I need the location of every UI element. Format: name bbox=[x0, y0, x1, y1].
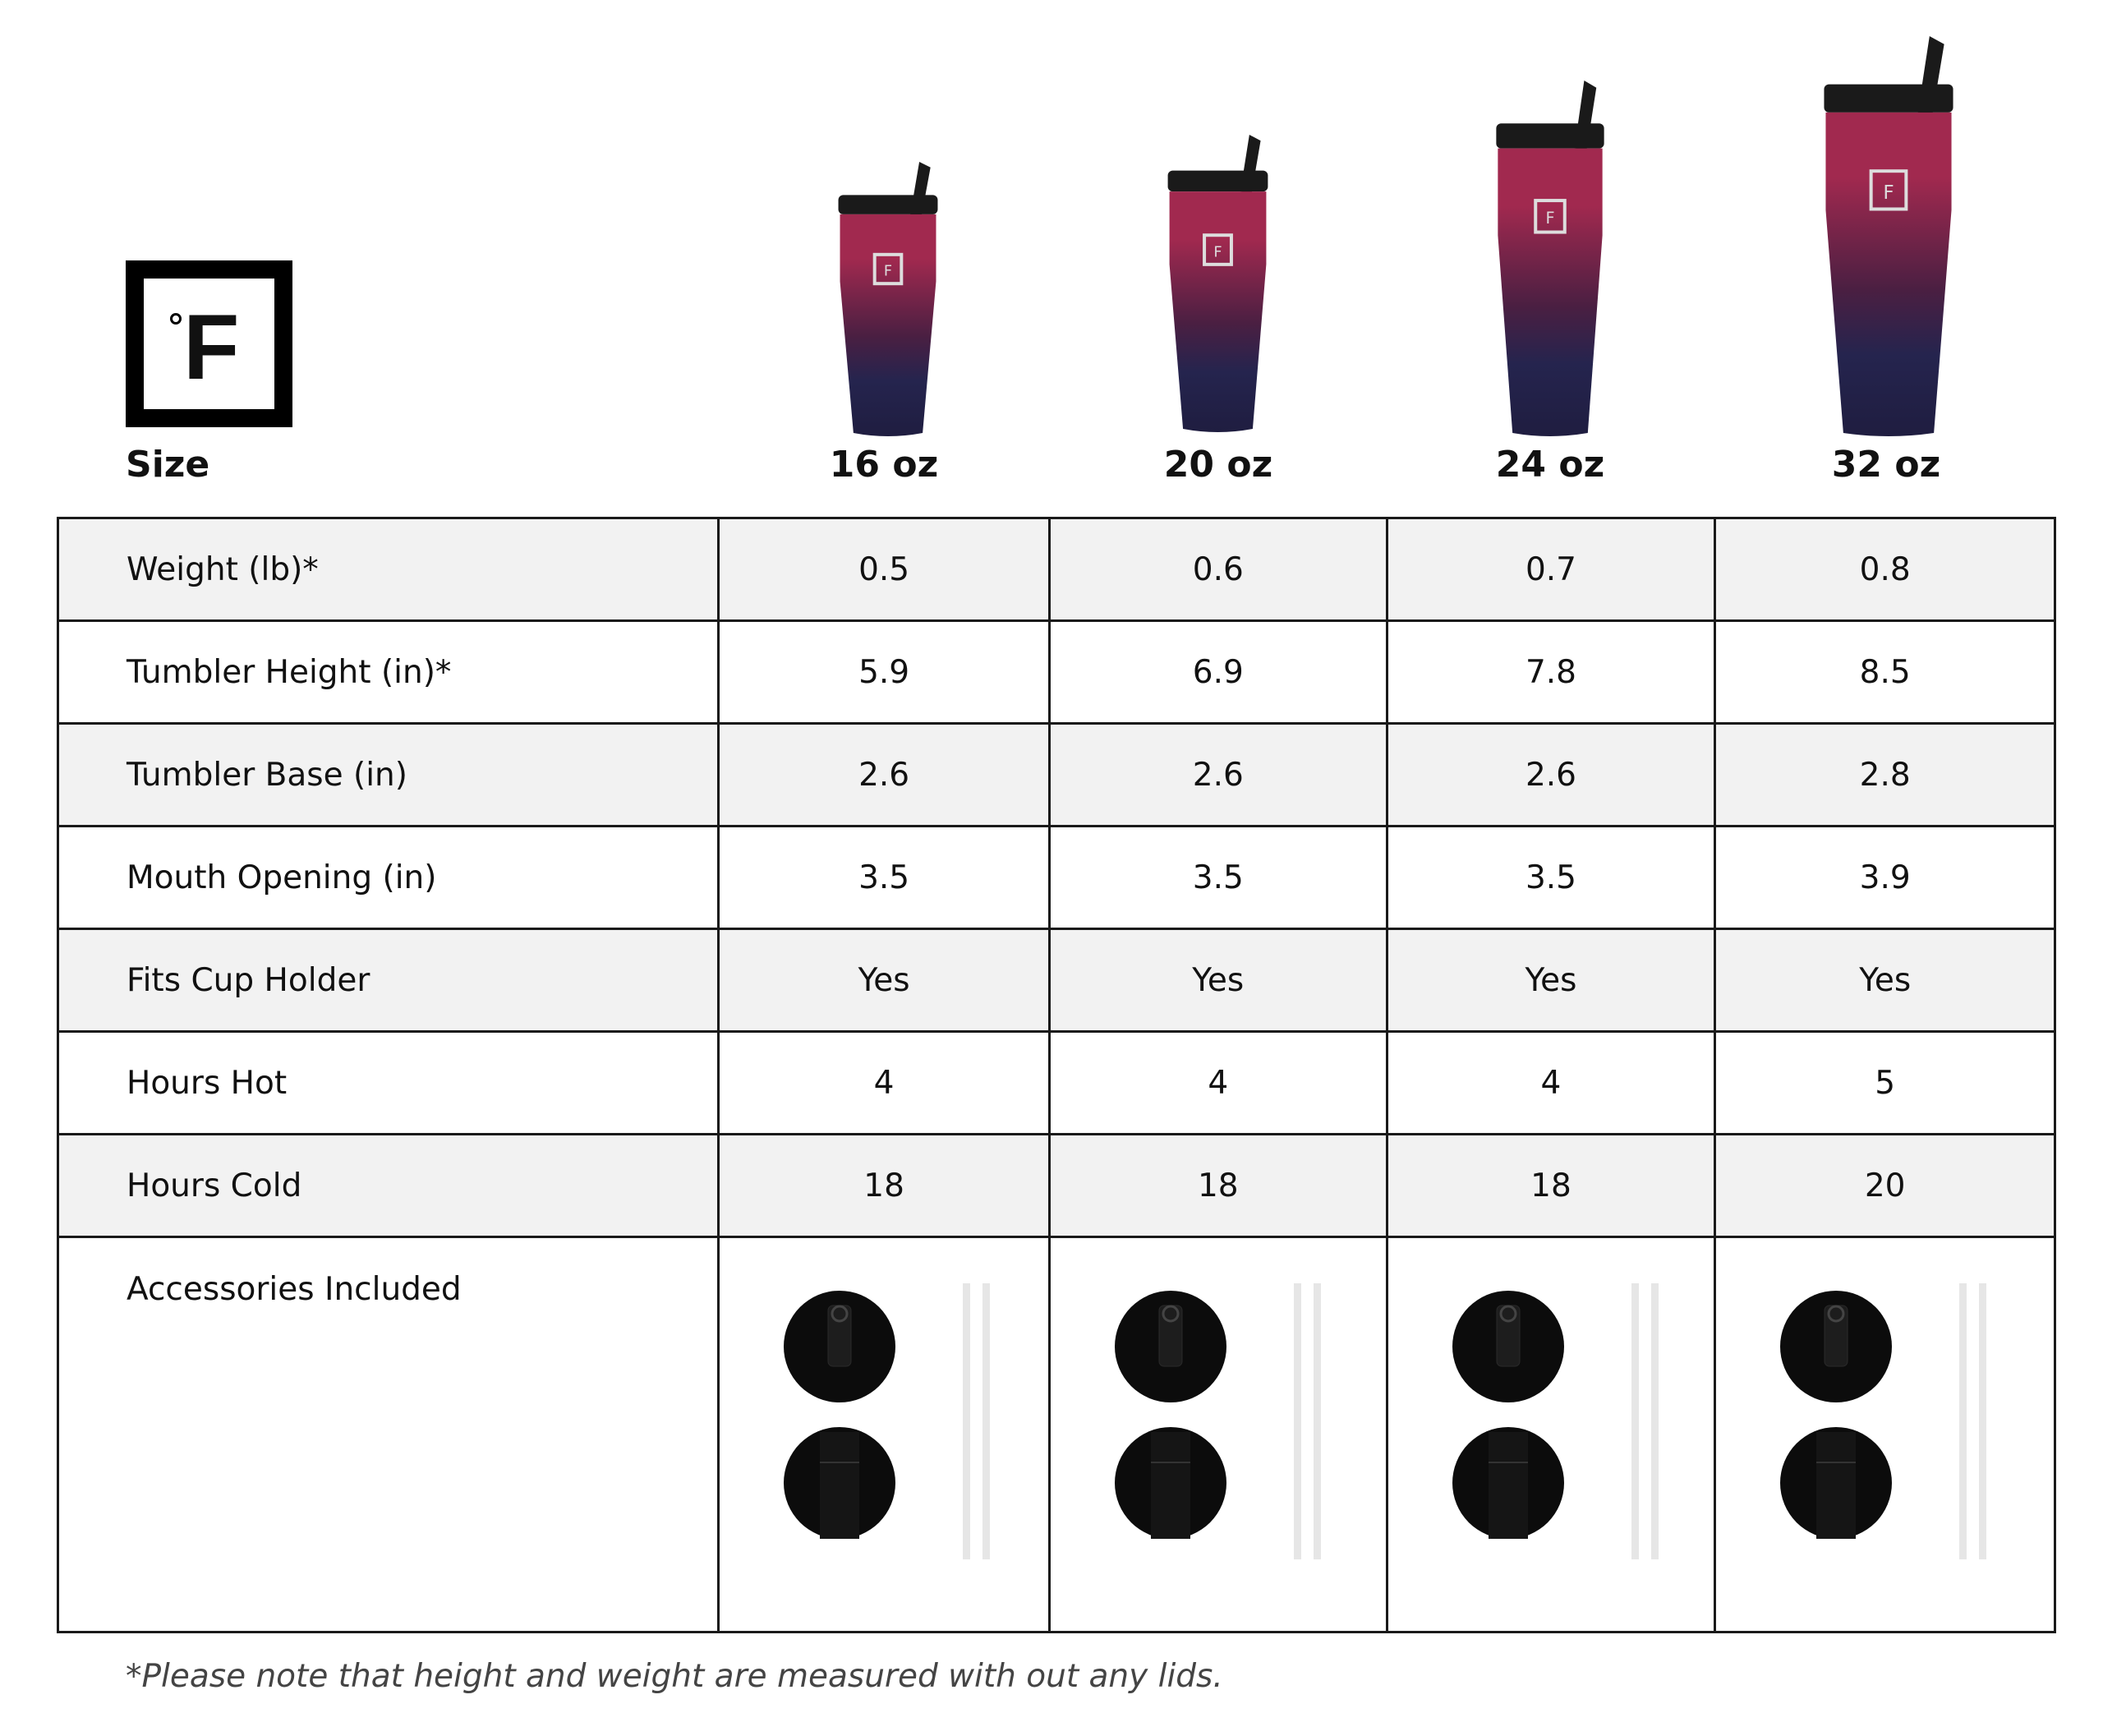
accessories-cell bbox=[1385, 1236, 1717, 1633]
row-value: Yes bbox=[1047, 928, 1388, 1033]
row-label: Weight (lb)* bbox=[56, 517, 720, 622]
row-value: 0.8 bbox=[1714, 517, 2056, 622]
row-value: Yes bbox=[717, 928, 1051, 1033]
size-label: Size bbox=[126, 444, 210, 486]
row-value: Yes bbox=[1385, 928, 1717, 1033]
row-label: Mouth Opening (in) bbox=[56, 825, 720, 930]
tumbler-32oz-image: F bbox=[1824, 36, 1953, 436]
row-value: 0.5 bbox=[717, 517, 1051, 622]
svg-text:F: F bbox=[1545, 209, 1554, 228]
size-20oz: 20 oz bbox=[1163, 444, 1273, 486]
size-16oz: 16 oz bbox=[829, 444, 939, 486]
svg-text:F: F bbox=[884, 264, 892, 280]
tumbler-16oz-image: F bbox=[838, 162, 938, 436]
size-24oz: 24 oz bbox=[1495, 444, 1605, 486]
accessories-cell bbox=[717, 1236, 1051, 1633]
table-row: Fits Cup Holder Yes Yes Yes Yes bbox=[56, 928, 2056, 1033]
row-value: 0.6 bbox=[1047, 517, 1388, 622]
row-value: 2.6 bbox=[717, 722, 1051, 827]
size-32oz: 32 oz bbox=[1831, 444, 1941, 486]
table-row: Tumbler Height (in)* 5.9 6.9 7.8 8.5 bbox=[56, 619, 2056, 725]
spec-table: Weight (lb)* 0.5 0.6 0.7 0.8 Tumbler Height (… bbox=[56, 517, 2056, 1633]
table-row: Weight (lb)* 0.5 0.6 0.7 0.8 bbox=[56, 517, 2056, 622]
flip-lid-icon bbox=[1114, 1427, 1226, 1539]
row-value: 4 bbox=[1385, 1030, 1717, 1135]
row-value: 5.9 bbox=[717, 619, 1051, 725]
tumbler-20oz-image: F bbox=[1167, 135, 1268, 432]
brand-logo: F bbox=[126, 260, 292, 427]
accessories-cell bbox=[1714, 1236, 2056, 1633]
row-value: 2.8 bbox=[1714, 722, 2056, 827]
row-value: 6.9 bbox=[1047, 619, 1388, 725]
row-label: Accessories Included bbox=[56, 1236, 720, 1633]
row-value: 3.5 bbox=[1385, 825, 1717, 930]
row-value: 20 bbox=[1714, 1133, 2056, 1238]
flip-lid-icon bbox=[1452, 1427, 1564, 1539]
straws-icon bbox=[1959, 1283, 1987, 1559]
table-row: Mouth Opening (in) 3.5 3.5 3.5 3.9 bbox=[56, 825, 2056, 930]
row-value: 8.5 bbox=[1714, 619, 2056, 725]
straws-icon bbox=[1631, 1283, 1659, 1559]
row-label: Tumbler Base (in) bbox=[56, 722, 720, 827]
svg-text:F: F bbox=[1883, 182, 1894, 204]
row-label: Hours Hot bbox=[56, 1030, 720, 1135]
degree-symbol bbox=[170, 313, 182, 325]
row-value: 2.6 bbox=[1047, 722, 1388, 827]
logo-letter: F bbox=[183, 296, 240, 398]
row-value: 4 bbox=[1047, 1030, 1388, 1135]
straws-icon bbox=[963, 1283, 991, 1559]
accessories-cell bbox=[1047, 1236, 1388, 1633]
row-value: 7.8 bbox=[1385, 619, 1717, 725]
row-value: 18 bbox=[1385, 1133, 1717, 1238]
straw-lid-icon bbox=[784, 1291, 896, 1402]
straw-lid-icon bbox=[1114, 1291, 1226, 1402]
row-value: 5 bbox=[1714, 1030, 2056, 1135]
footnote: *Please note that height and weight are … bbox=[126, 1658, 1223, 1695]
flip-lid-icon bbox=[784, 1427, 896, 1539]
accessories-row: Accessories Included bbox=[56, 1236, 2056, 1633]
row-value: 4 bbox=[717, 1030, 1051, 1135]
flip-lid-icon bbox=[1780, 1427, 1893, 1539]
table-row: Hours Cold 18 18 18 20 bbox=[56, 1133, 2056, 1238]
row-value: 3.5 bbox=[1047, 825, 1388, 930]
table-row: Tumbler Base (in) 2.6 2.6 2.6 2.8 bbox=[56, 722, 2056, 827]
row-value: 3.5 bbox=[717, 825, 1051, 930]
row-label: Tumbler Height (in)* bbox=[56, 619, 720, 725]
row-value: Yes bbox=[1714, 928, 2056, 1033]
row-label: Hours Cold bbox=[56, 1133, 720, 1238]
row-value: 0.7 bbox=[1385, 517, 1717, 622]
row-value: 2.6 bbox=[1385, 722, 1717, 827]
straws-icon bbox=[1293, 1283, 1321, 1559]
row-value: 18 bbox=[1047, 1133, 1388, 1238]
svg-text:F: F bbox=[1213, 243, 1222, 260]
straw-lid-icon bbox=[1452, 1291, 1564, 1402]
row-label: Fits Cup Holder bbox=[56, 928, 720, 1033]
tumbler-24oz-image: F bbox=[1496, 81, 1604, 436]
row-value: 3.9 bbox=[1714, 825, 2056, 930]
row-value: 18 bbox=[717, 1133, 1051, 1238]
table-row: Hours Hot 4 4 4 5 bbox=[56, 1030, 2056, 1135]
straw-lid-icon bbox=[1780, 1291, 1893, 1402]
